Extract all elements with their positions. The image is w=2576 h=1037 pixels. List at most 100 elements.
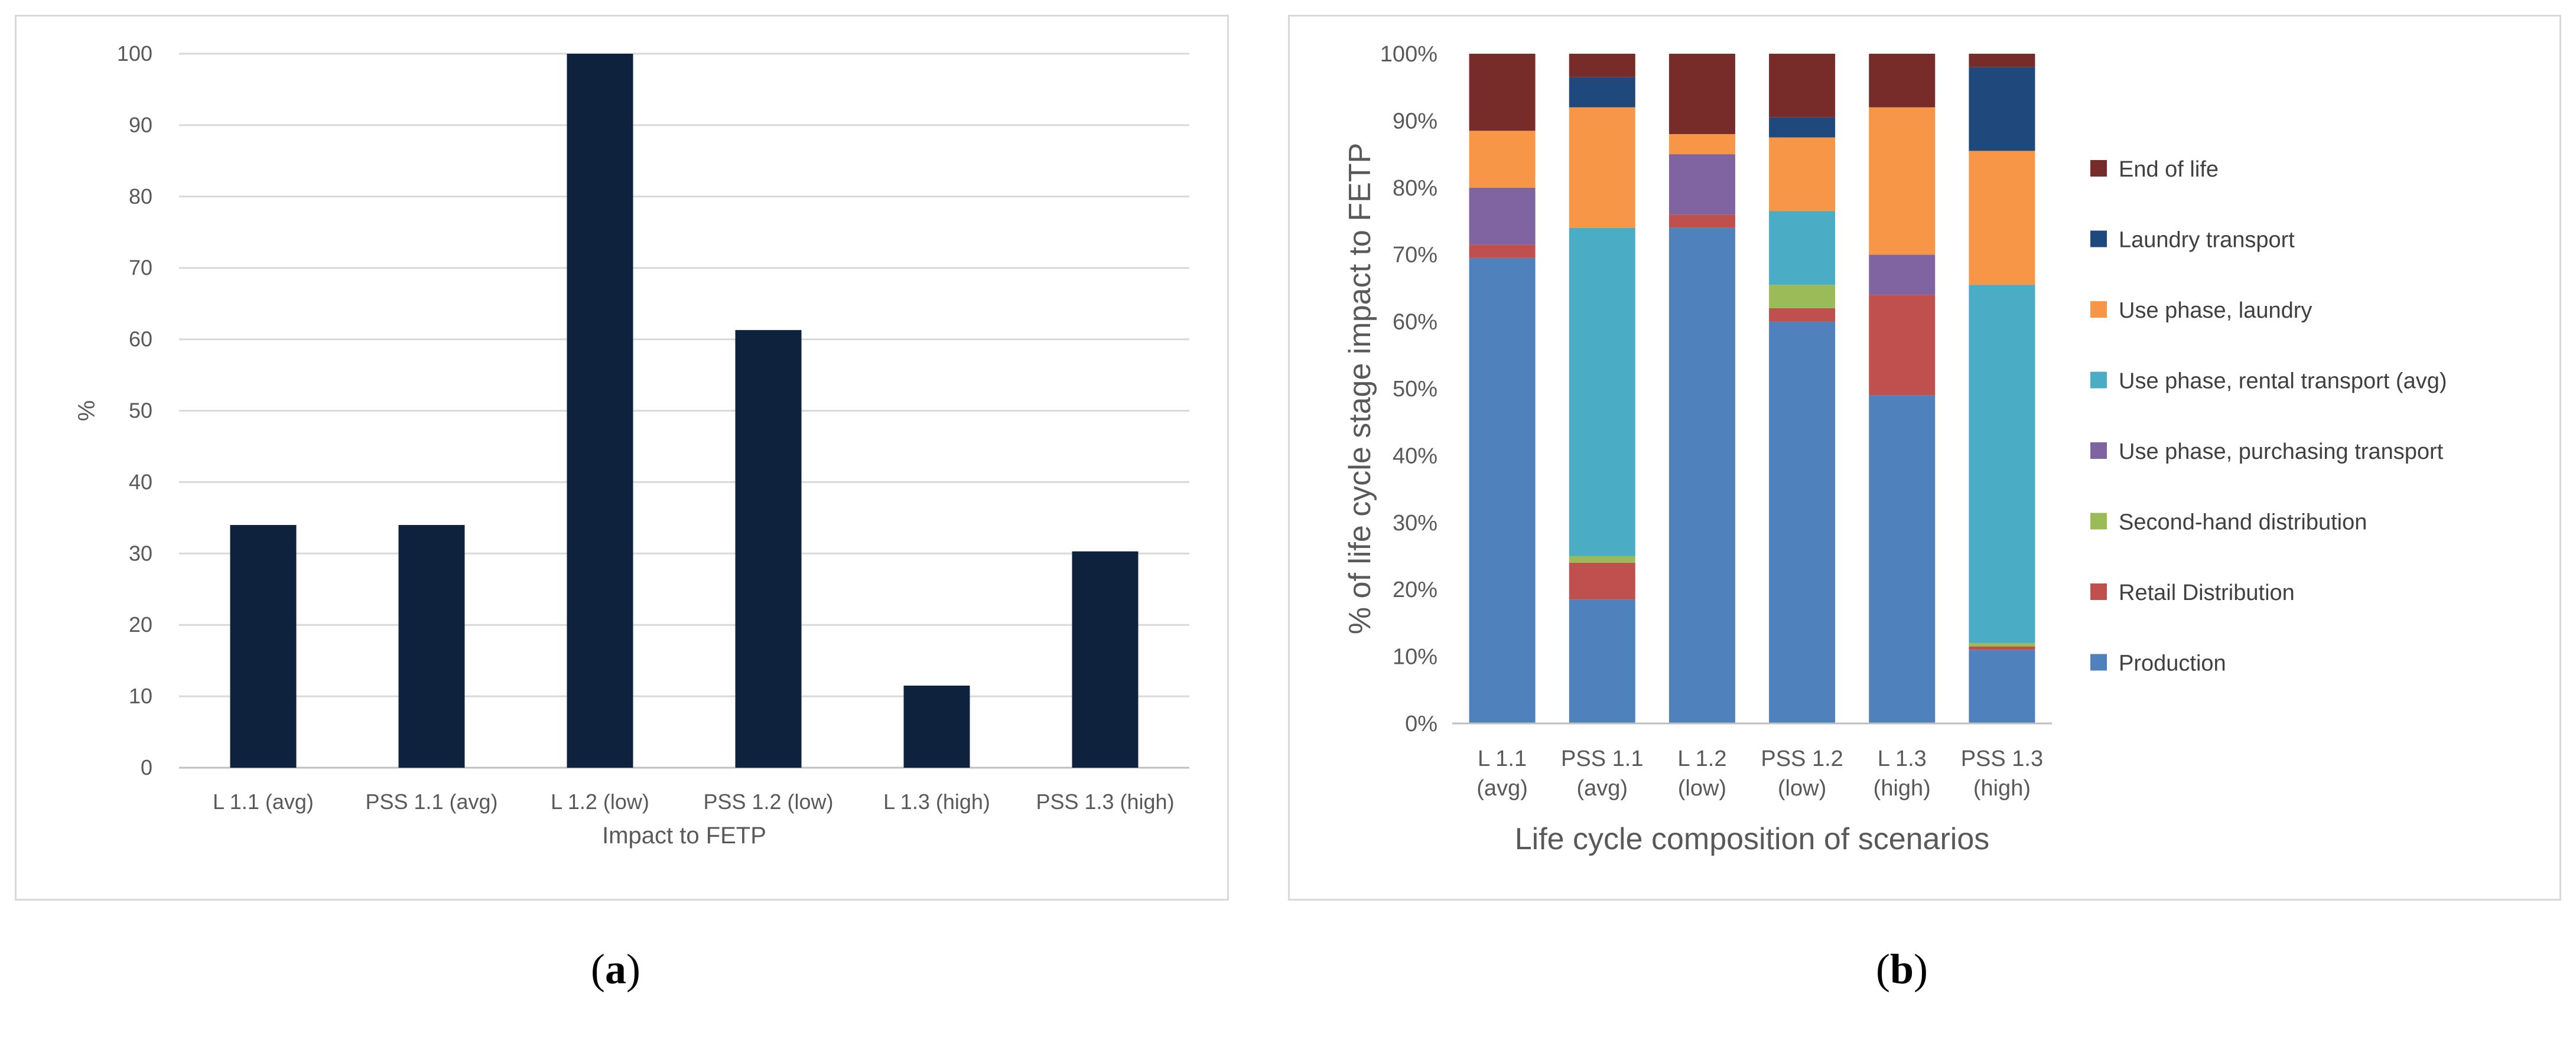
stacked-bar-segment	[1469, 54, 1536, 131]
y-tick-label: 10	[129, 684, 152, 708]
stacked-bar-segment	[1969, 285, 2035, 643]
y-tick-label: 20	[129, 612, 152, 637]
x-tick-label: L 1.3 (high)	[883, 790, 990, 814]
x-tick-label-line1: PSS 1.3	[1961, 746, 2043, 771]
stacked-bar-segment	[1969, 650, 2035, 723]
y-tick-label: 50	[129, 399, 152, 423]
stacked-bar-segment	[1569, 77, 1635, 107]
x-tick-label-line1: L 1.3	[1878, 746, 1927, 771]
legend-swatch	[2090, 301, 2107, 318]
stacked-bar-segment	[1668, 154, 1735, 215]
stacked-bar-segment	[1869, 54, 1936, 107]
y-tick-label: 80	[129, 184, 152, 208]
stacked-bar-segment	[1969, 54, 2035, 67]
bar	[1072, 551, 1139, 768]
x-tick-label-line1: PSS 1.2	[1761, 746, 1843, 771]
x-tick-label-line1: PSS 1.1	[1561, 746, 1643, 771]
stacked-bar-segment	[1668, 227, 1735, 724]
x-tick-label-line2: (low)	[1678, 776, 1726, 801]
stacked-bar-segment	[1869, 295, 1936, 396]
caption-a: (a)	[591, 945, 640, 993]
x-axis-title: Life cycle composition of scenarios	[1515, 822, 1990, 856]
y-axis-title: %	[74, 400, 100, 422]
y-axis-title: % of life cycle stage impact to FETP	[1343, 143, 1377, 634]
x-tick-label-line2: (high)	[1973, 776, 2031, 801]
x-tick-label: PSS 1.3 (high)	[1036, 790, 1174, 814]
legend-swatch	[2090, 513, 2107, 530]
y-tick-label: 10%	[1393, 645, 1437, 670]
bar	[735, 330, 802, 768]
y-tick-label: 30	[129, 541, 152, 565]
y-tick-label: 50%	[1393, 377, 1437, 402]
stacked-bar-segment	[1469, 131, 1536, 188]
legend-swatch	[2090, 583, 2107, 600]
stacked-bar-segment	[1569, 107, 1635, 228]
stacked-bar-segment	[1769, 211, 1836, 285]
chart-panel-a: 0 10 20 30 40 50 60 70 80 90 100 L 1.1 (avg) PSS 1.1…	[15, 15, 1229, 901]
stacked-bar-segment	[1769, 308, 1836, 322]
stacked-bar-segment	[1869, 107, 1936, 255]
stacked-bar-segment	[1769, 137, 1836, 211]
x-tick-label: PSS 1.1 (avg)	[365, 790, 497, 814]
stacked-bar-segment	[1569, 556, 1635, 563]
stacked-bar-segment	[1969, 646, 2035, 650]
y-tick-label: 60%	[1393, 310, 1437, 335]
y-tick-label: 100%	[1380, 42, 1437, 67]
x-tick-label-line2: (avg)	[1576, 776, 1628, 801]
stacked-bar-segment	[1668, 54, 1735, 135]
x-tick-label: L 1.1 (avg)	[213, 790, 314, 814]
caption-b: (b)	[1876, 945, 1928, 993]
y-tick-label: 70	[129, 256, 152, 280]
x-tick-label: PSS 1.2 (low)	[703, 790, 833, 814]
stacked-bar-segment	[1769, 117, 1836, 138]
stacked-bar-segment	[1769, 285, 1836, 308]
stacked-bar-segment	[1469, 187, 1536, 245]
legend-label: Use phase, laundry	[2119, 298, 2312, 323]
legend-label: End of life	[2119, 157, 2219, 182]
stacked-bar-segment	[1969, 67, 2035, 151]
y-tick-label: 40	[129, 469, 152, 494]
stacked-bar-segment	[1969, 643, 2035, 647]
x-tick-label: L 1.2 (low)	[551, 790, 649, 814]
bar-chart-a: 0 10 20 30 40 50 60 70 80 90 100 L 1.1 (avg) PSS 1.1…	[74, 41, 1189, 849]
legend-swatch	[2090, 160, 2107, 177]
stacked-bar-segment	[1769, 321, 1836, 723]
stacked-bar-segment	[1668, 134, 1735, 155]
stacked-bar-segment	[1969, 151, 2035, 285]
y-tick-label: 0%	[1405, 712, 1437, 736]
x-axis-title: Impact to FETP	[602, 823, 766, 849]
legend-swatch	[2090, 371, 2107, 389]
stacked-bar-segment	[1668, 214, 1735, 228]
bar	[398, 524, 465, 768]
chart-panel-b: 0% 10% 20% 30% 40% 50% 60% 70% 80% 90% 100% L 1.1 (a…	[1288, 15, 2561, 901]
legend-label: Retail Distribution	[2119, 581, 2295, 605]
bar	[903, 685, 970, 768]
y-tick-label: 20%	[1393, 578, 1437, 602]
stacked-bar-segment	[1569, 599, 1635, 723]
x-tick-label-line1: L 1.1	[1478, 746, 1527, 771]
legend-label: Laundry transport	[2119, 228, 2295, 253]
stacked-bar-segment	[1569, 54, 1635, 77]
y-tick-label: 40%	[1393, 444, 1437, 468]
stacked-bar-segment	[1469, 257, 1536, 723]
bar	[567, 54, 633, 768]
legend-swatch	[2090, 442, 2107, 459]
x-tick-label-line2: (high)	[1874, 776, 1931, 801]
x-tick-label-line1: L 1.2	[1677, 746, 1726, 771]
bar	[230, 524, 297, 768]
legend-label: Second-hand distribution	[2119, 510, 2367, 535]
stacked-bar-segment	[1769, 54, 1836, 118]
y-tick-label: 100	[117, 41, 152, 66]
stacked-bar-segment	[1869, 255, 1936, 295]
y-tick-label: 80%	[1393, 176, 1437, 201]
y-tick-label: 60	[129, 327, 152, 351]
stacked-bar-segment	[1469, 244, 1536, 258]
legend-label: Use phase, purchasing transport	[2119, 439, 2444, 464]
legend-label: Production	[2119, 651, 2226, 676]
y-tick-label: 90	[129, 113, 152, 137]
y-tick-label: 30%	[1393, 511, 1437, 536]
x-tick-label-line2: (avg)	[1476, 776, 1528, 801]
legend-swatch	[2090, 230, 2107, 247]
stacked-bar-segment	[1569, 562, 1635, 600]
y-tick-label: 90%	[1393, 109, 1437, 133]
